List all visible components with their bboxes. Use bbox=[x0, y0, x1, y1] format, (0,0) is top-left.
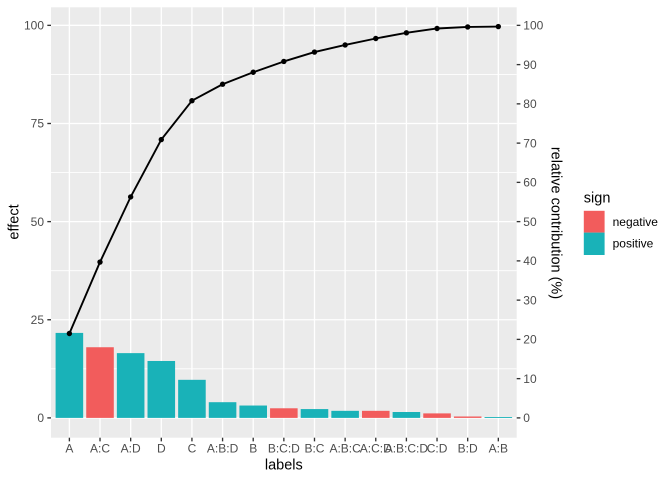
svg-text:D: D bbox=[157, 442, 166, 456]
svg-text:A:B:D: A:B:D bbox=[207, 442, 239, 456]
svg-text:B:C: B:C bbox=[304, 442, 324, 456]
svg-text:negative: negative bbox=[613, 215, 659, 229]
svg-text:A:B:C: A:B:C bbox=[329, 442, 361, 456]
svg-text:effect: effect bbox=[7, 204, 23, 239]
svg-text:0: 0 bbox=[523, 411, 530, 425]
svg-text:sign: sign bbox=[584, 191, 611, 207]
svg-text:A:B: A:B bbox=[489, 442, 508, 456]
svg-text:A:C:D: A:C:D bbox=[360, 442, 392, 456]
svg-text:90: 90 bbox=[523, 58, 537, 72]
svg-text:B:D: B:D bbox=[458, 442, 478, 456]
svg-text:A:C: A:C bbox=[90, 442, 110, 456]
svg-text:A:D: A:D bbox=[121, 442, 141, 456]
svg-text:B:C:D: B:C:D bbox=[268, 442, 300, 456]
svg-text:80: 80 bbox=[523, 97, 537, 111]
svg-text:25: 25 bbox=[31, 313, 45, 327]
svg-text:positive: positive bbox=[613, 237, 654, 251]
svg-text:A:B:C:D: A:B:C:D bbox=[385, 442, 429, 456]
svg-text:50: 50 bbox=[31, 215, 45, 229]
svg-text:50: 50 bbox=[523, 215, 537, 229]
svg-text:A: A bbox=[65, 442, 73, 456]
svg-text:20: 20 bbox=[523, 333, 537, 347]
svg-text:0: 0 bbox=[37, 411, 44, 425]
svg-text:70: 70 bbox=[523, 136, 537, 150]
svg-text:100: 100 bbox=[24, 19, 44, 33]
svg-text:C:D: C:D bbox=[427, 442, 448, 456]
svg-text:75: 75 bbox=[31, 117, 45, 131]
svg-text:60: 60 bbox=[523, 176, 537, 190]
svg-text:labels: labels bbox=[265, 458, 303, 474]
svg-text:10: 10 bbox=[523, 372, 537, 386]
svg-text:C: C bbox=[188, 442, 197, 456]
svg-text:100: 100 bbox=[523, 19, 543, 33]
svg-text:40: 40 bbox=[523, 254, 537, 268]
svg-text:relative contribution (%): relative contribution (%) bbox=[548, 147, 564, 299]
svg-text:30: 30 bbox=[523, 293, 537, 307]
svg-text:B: B bbox=[249, 442, 257, 456]
